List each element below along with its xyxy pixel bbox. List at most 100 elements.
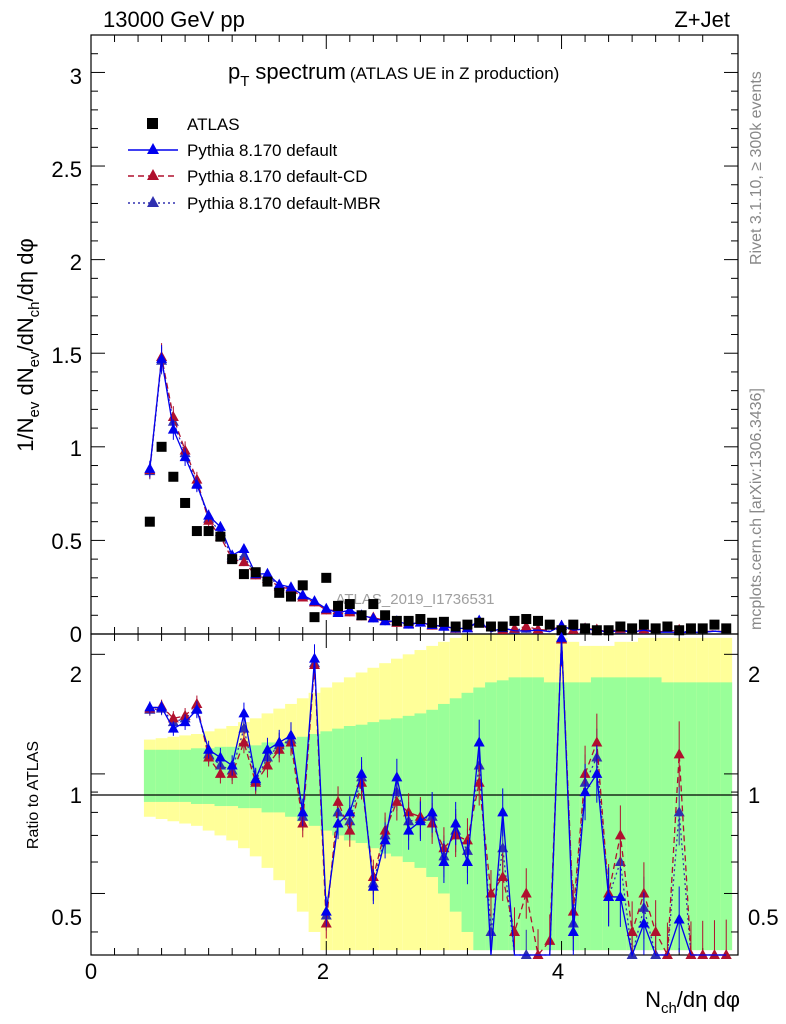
mc-point-default [214,520,226,531]
y-tick-label-2: 2 [70,250,82,275]
atlas-data-point [180,497,191,508]
mc-point-default [332,606,344,617]
atlas-data-point [391,615,402,626]
atlas-data-point [509,615,520,626]
green-band-bin [179,749,191,802]
legend-mbr-marker [147,196,159,207]
ratio-point-default [591,767,603,778]
atlas-data-point [603,625,614,636]
green-band-bin [461,692,474,932]
atlas-data-point [591,625,602,636]
atlas-data-point [368,599,379,610]
ratio-point-default [461,856,473,867]
atlas-data-point [568,619,579,630]
main-y-tick-labels: 0 0.5 1 1.5 2 2.5 3 [51,64,82,647]
atlas-data-point [274,587,285,598]
legend-cd-marker [147,169,159,180]
y-tick-label-2.5: 2.5 [51,157,82,182]
ratio-point-cd [614,829,626,840]
atlas-data-point [650,623,661,634]
ylabel-part-2: dN [13,367,38,401]
y-tick-label-0: 0 [70,622,82,647]
ratio-point-default [250,773,262,784]
atlas-data-point [638,619,649,630]
ratio-point-default [226,759,238,770]
atlas-data-point [262,576,273,587]
atlas-data-point [415,614,426,625]
ratio-point-cd [720,949,732,959]
ratio-point-default [191,703,203,714]
green-band-bin [367,722,380,849]
ratio-point-default [379,834,391,845]
green-band-bin [414,713,427,868]
ratio-point-default [203,743,215,754]
green-band-bin [532,677,544,951]
x-axis-title: Nch/dη dφ [645,987,740,1017]
green-band-bin [285,739,297,817]
green-band-bin [343,725,356,841]
green-band-bin [708,682,721,951]
ratio-point-mbr [485,925,497,936]
atlas-data-point [485,621,496,632]
xlabel-part-1: ch [661,1000,677,1017]
ratio-point-cd [391,795,403,806]
ratio-line-mbr [149,638,727,956]
ylabel-part-5: ch [26,301,43,317]
ylabel-part-1: ev [26,401,43,417]
atlas-data-point [403,615,414,626]
green-band-bin [567,682,580,951]
ratio-point-default [309,652,321,663]
atlas-data-point [521,614,532,625]
ratio-point-default [438,856,450,867]
mc-point-cd [238,556,250,567]
atlas-data-point [685,623,696,634]
ratio-point-default [497,806,509,817]
green-band-bin [485,682,497,951]
atlas-data-point [627,623,638,634]
ratio-point-mbr [673,806,685,817]
green-band-bin [590,677,603,951]
ratio-point-default [238,707,250,718]
ylabel-part-4: /dN [13,317,38,351]
ratio-point-default [426,806,438,817]
atlas-data-point [168,471,179,482]
mc-point-default [261,567,273,578]
atlas-data-point [697,623,708,634]
ratio-tick-label-right-0.5: 0.5 [748,905,779,930]
mc-point-default [156,352,168,363]
atlas-data-point [215,531,226,542]
atlas-data-point [544,619,555,630]
atlas-data-point [285,591,296,602]
mc-point-default [285,581,297,592]
atlas-data-point [309,612,320,623]
green-band-bin [696,682,709,951]
mc-point-default [320,602,332,613]
ylabel-part-0: 1/N [13,417,38,451]
mcplots-reference-label: mcplots.cern.ch [arXiv:1306.3436] [748,388,765,630]
atlas-data-point [297,580,308,591]
atlas-data-point [321,572,332,583]
atlas-data-point [462,619,473,630]
green-band-bin [543,682,556,951]
title-main: p [228,59,240,84]
green-band-bin [202,748,215,804]
ratio-point-cd [497,871,509,882]
atlas-data-point [427,617,438,628]
atlas-data-point [497,621,508,632]
mc-point-default [203,509,215,520]
ratio-point-default [144,701,156,712]
x-tick-label-0: 0 [85,959,97,984]
mc-point-cd [520,620,532,631]
atlas-data-point [203,526,214,537]
ratio-point-default [156,701,168,712]
ratio-point-cd [626,925,638,936]
mc-point-mbr [238,550,250,561]
rivet-version-label: Rivet 3.1.10, ≥ 300k events [748,71,765,265]
mc-point-default [179,451,191,462]
atlas-data-point [450,621,461,632]
header-energy-label: 13000 GeV pp [103,7,245,32]
ratio-point-default [273,736,285,747]
legend-default-label: Pythia 8.170 default [187,141,338,160]
green-band-bin [379,719,391,854]
